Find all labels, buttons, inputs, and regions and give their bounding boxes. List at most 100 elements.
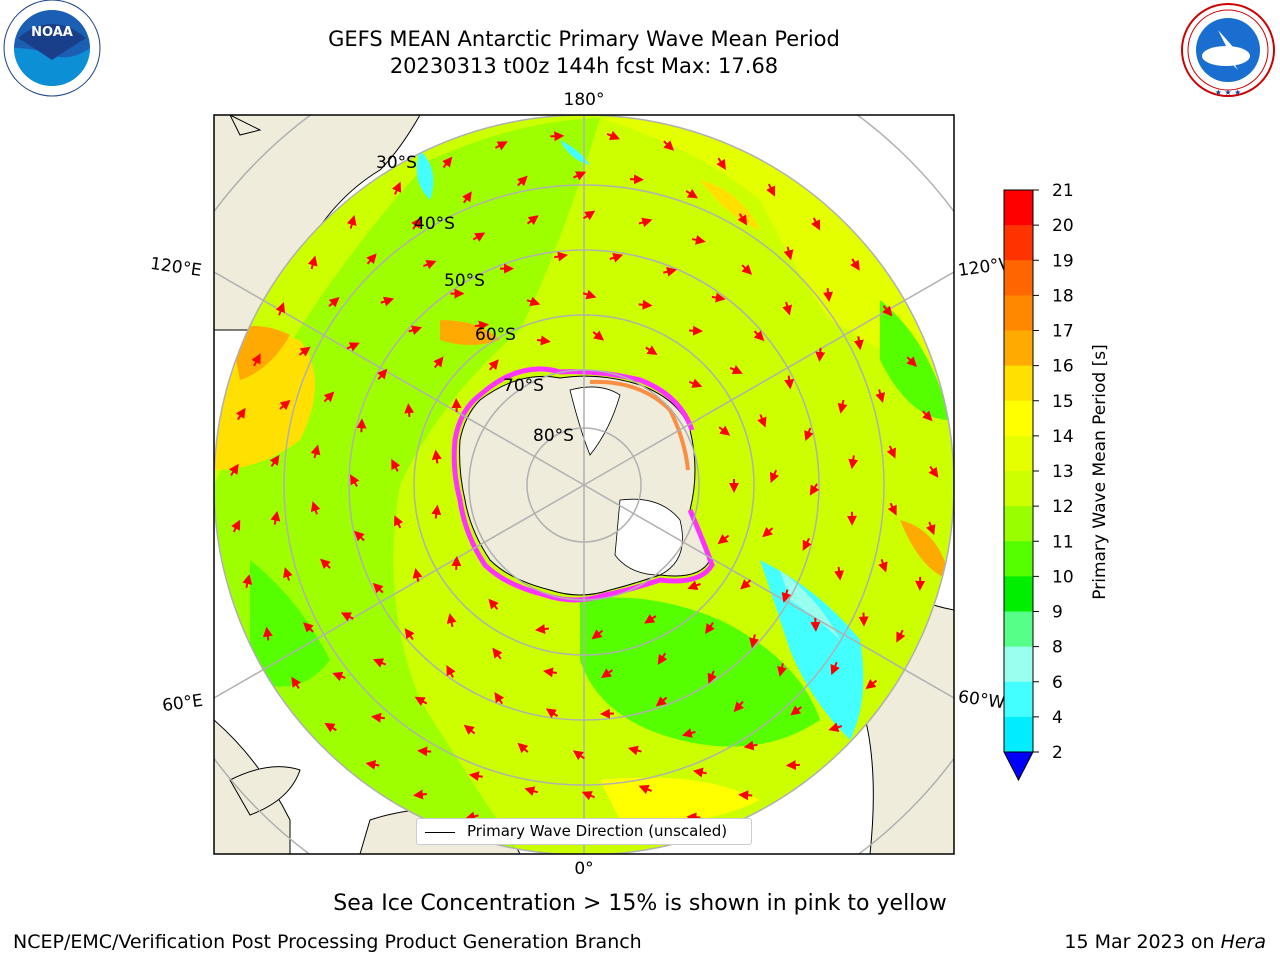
wave-arrow — [886, 445, 896, 459]
wave-arrow — [526, 296, 541, 307]
ice-shelf-ross — [569, 386, 621, 456]
colorbar-tick-label: 11 — [1052, 532, 1074, 552]
wave-arrow — [526, 215, 539, 226]
nz-land — [229, 115, 262, 136]
wave-arrow — [303, 622, 314, 633]
wave-arrow — [906, 356, 918, 368]
wave-arrow — [878, 558, 888, 573]
chart-title: GEFS MEAN Antarctic Primary Wave Mean Pe… — [328, 27, 840, 51]
colorbar-tick-label: 2 — [1052, 743, 1063, 763]
wave-arrow — [716, 157, 726, 170]
chart-subtitle: 20230313 t00z 144h fcst Max: 17.68 — [389, 54, 779, 78]
wave-arrow — [474, 320, 489, 331]
wave-arrow — [307, 255, 318, 270]
wave-arrow — [431, 504, 442, 519]
lon-label-lower-right: 60°W — [957, 687, 1006, 713]
wave-arrow — [350, 474, 360, 487]
wave-arrow — [380, 296, 395, 307]
wave-arrow — [686, 812, 701, 823]
wave-arrow — [834, 566, 845, 581]
map-frame-content — [214, 115, 954, 854]
wave-arrow — [275, 302, 286, 316]
wave-arrow — [804, 427, 814, 442]
wave-arrow — [464, 811, 479, 822]
wave-arrow — [451, 555, 462, 571]
wave-arrow — [830, 661, 840, 676]
wave-arrow — [270, 510, 281, 525]
wave-arrow — [928, 465, 939, 478]
wave-arrow — [784, 375, 795, 390]
wave-arrow — [629, 174, 644, 185]
wave-arrow — [291, 676, 301, 689]
wave-arrow — [781, 589, 792, 603]
colorbar-tick-label: 8 — [1052, 638, 1063, 658]
wave-arrow — [468, 771, 483, 782]
colorbar-segment — [1004, 471, 1033, 507]
wave-arrow — [492, 647, 503, 660]
colorbar-segment — [1004, 260, 1033, 296]
wave-arrow — [320, 558, 331, 570]
wave-arrow — [394, 515, 404, 529]
wave-arrow — [310, 444, 321, 459]
colorbar-tick-label: 4 — [1052, 708, 1063, 728]
lat-label-80s: 80°S — [533, 426, 574, 446]
footer-date: 15 Mar 2023 on Hera — [1064, 931, 1266, 953]
wave-arrow — [757, 414, 767, 428]
wave-arrow — [391, 458, 401, 472]
lat-label-70s: 70°S — [503, 376, 544, 396]
wave-arrow — [782, 301, 792, 316]
wave-direction-arrows — [229, 130, 939, 840]
wave-arrow — [644, 613, 657, 624]
wave-arrow — [777, 662, 787, 677]
wave-arrow — [235, 407, 246, 421]
nws-logo: ★ ★ ★ — [1181, 3, 1275, 97]
lat-label-30s: 30°S — [376, 153, 417, 173]
wave-arrow — [657, 652, 668, 665]
wave-arrow — [414, 696, 428, 707]
wave-arrow — [404, 628, 415, 641]
wave-arrow — [328, 297, 340, 308]
lat-label-50s: 50°S — [444, 271, 485, 291]
colorbar-tick-label: 16 — [1052, 357, 1074, 377]
lon-label-bottom: 0° — [574, 859, 593, 879]
wave-arrow — [663, 266, 677, 277]
wave-arrow — [262, 626, 273, 641]
wave-arrow — [433, 356, 444, 369]
wave-arrow — [811, 217, 821, 231]
colorbar-segment — [1004, 190, 1033, 226]
wave-arrow — [823, 288, 834, 303]
wave-arrow — [749, 634, 759, 649]
wave-arrow — [404, 403, 415, 418]
footer-host: Hera — [1220, 931, 1266, 953]
wave-arrow — [517, 742, 529, 754]
colorbar-segment — [1004, 295, 1033, 331]
wave-arrow — [346, 342, 360, 352]
colorbar-segment — [1004, 400, 1033, 437]
wave-arrow — [412, 789, 427, 800]
wave-arrow — [741, 264, 753, 275]
wave-arrow — [251, 353, 261, 367]
lat-label-60s: 60°S — [475, 325, 516, 345]
wave-arrow — [446, 613, 457, 628]
map-legend: Primary Wave Direction (unscaled) — [416, 818, 752, 845]
wave-arrow — [229, 463, 239, 476]
madagascar-land — [229, 766, 301, 816]
wave-arrow — [729, 365, 743, 375]
graticule — [214, 115, 954, 854]
wave-arrow — [592, 330, 605, 341]
noaa-logo-text: NOAA — [31, 25, 73, 40]
colorbar-tick-label: 13 — [1052, 462, 1074, 482]
wave-arrow — [783, 246, 794, 261]
wave-arrow — [638, 217, 653, 228]
wave-arrow — [638, 299, 653, 310]
colorbar-tick-label: 20 — [1052, 216, 1074, 236]
footer-credit: NCEP/EMC/Verification Post Processing Pr… — [13, 931, 642, 953]
footer-date-text: 15 Mar 2023 on — [1064, 931, 1221, 953]
wave-arrow — [524, 786, 539, 796]
wave-arrow — [417, 746, 432, 757]
wave-arrow — [740, 579, 752, 590]
colorbar-segment — [1004, 506, 1033, 542]
lon-label-upper-left: 120°E — [149, 254, 203, 281]
legend-label: Primary Wave Direction (unscaled) — [467, 822, 728, 840]
